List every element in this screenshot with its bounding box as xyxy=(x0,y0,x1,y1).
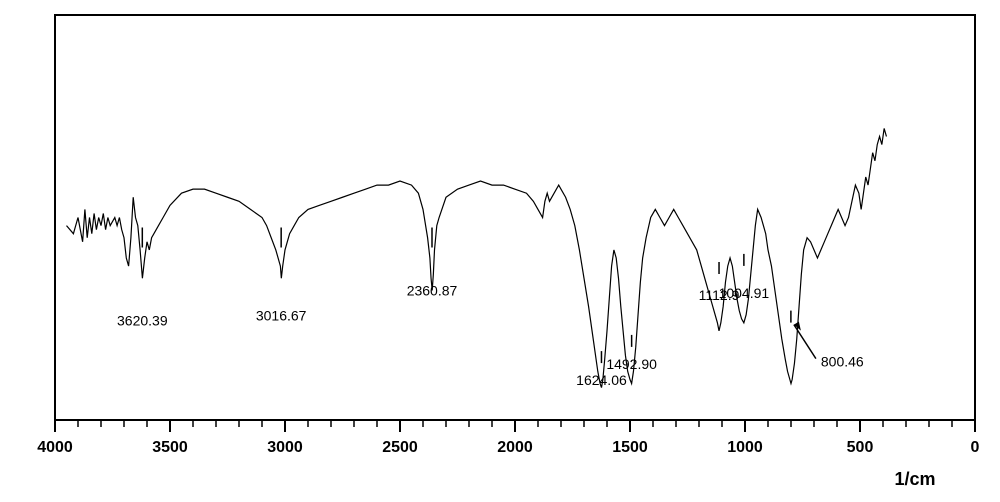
spectrum-svg: 4000 3500 3000 2500 2000 1500 1000 500 0 1/cm 3620… xyxy=(0,0,1000,502)
x-tick-label: 3000 xyxy=(267,439,303,456)
spectrum-trace xyxy=(67,128,887,387)
ir-spectrum-chart: 4000 3500 3000 2500 2000 1500 1000 500 0 1/cm 3620… xyxy=(0,0,1000,502)
x-axis-title: 1/cm xyxy=(894,469,935,489)
peak-label: 800.46 xyxy=(821,354,864,370)
x-tick-label: 2000 xyxy=(497,439,533,456)
peak-label: 2360.87 xyxy=(407,283,458,299)
x-tick-label: 2500 xyxy=(382,439,418,456)
peak-label: 1004.91 xyxy=(719,285,770,301)
peak-label: 3620.39 xyxy=(117,313,168,329)
x-tick-label: 0 xyxy=(971,439,980,456)
x-tick-label: 500 xyxy=(847,439,874,456)
x-tick-label: 1500 xyxy=(612,439,648,456)
x-tick-label: 3500 xyxy=(152,439,188,456)
peak-label: 1624.06 xyxy=(576,372,627,388)
x-tick-label: 4000 xyxy=(37,439,73,456)
x-tick-label: 1000 xyxy=(727,439,763,456)
peak-label: 1492.90 xyxy=(606,356,657,372)
peak-label: 3016.67 xyxy=(256,308,307,324)
